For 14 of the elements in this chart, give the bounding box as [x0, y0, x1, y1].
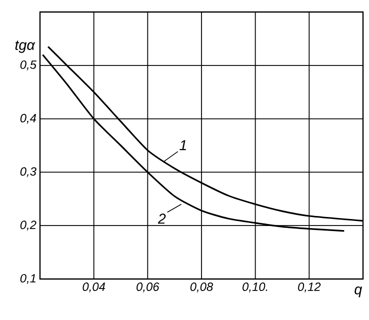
y-tick-label: 0,5	[20, 60, 37, 70]
y-tick-label: 0,4	[20, 114, 36, 124]
y-tick-label: 0,2	[20, 220, 36, 231]
x-tick-label: 0,10.	[242, 282, 268, 292]
annotation: 2	[158, 214, 166, 224]
y-tick-label: 0,3	[20, 167, 36, 178]
x-axis-title: q	[354, 286, 362, 298]
x-tick-label: 0,06	[136, 282, 160, 292]
y-axis-title: tgα	[15, 40, 36, 53]
annotation: 1	[180, 140, 186, 150]
y-tick-label: 0,1	[20, 274, 36, 284]
x-tick-label: 0,08	[190, 282, 214, 292]
x-tick-label: 0,04	[82, 282, 106, 292]
x-tick-label: 0,12	[298, 282, 321, 292]
